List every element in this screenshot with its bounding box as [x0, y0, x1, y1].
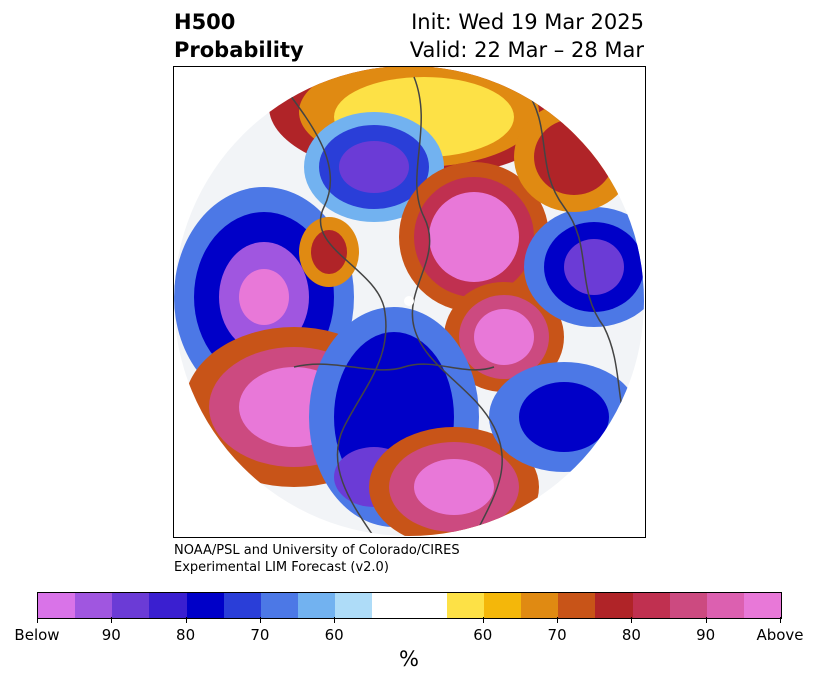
colorbar	[37, 592, 782, 619]
colorbar-tick	[705, 617, 707, 623]
colorbar-segment	[38, 593, 76, 618]
colorbar-tick	[37, 617, 38, 623]
colorbar-tick	[185, 617, 187, 623]
map-title: H500 Probability	[174, 8, 304, 64]
colorbar-tick-label: 70	[547, 626, 567, 644]
colorbar-tick	[334, 617, 336, 623]
probability-map-svg	[174, 67, 644, 536]
colorbar-tick-label: 80	[621, 626, 641, 644]
colorbar-segment	[483, 593, 522, 618]
north-pole-marker	[404, 296, 414, 306]
colorbar-tick-label: 70	[250, 626, 270, 644]
colorbar-segment	[149, 593, 187, 618]
colorbar-segment	[112, 593, 150, 618]
colorbar-segment	[186, 593, 224, 618]
valid-dates: Valid: 22 Mar – 28 Mar	[409, 38, 644, 62]
colorbar-tick	[111, 617, 113, 623]
colorbar-segment	[446, 593, 484, 618]
colorbar-tick-label: Below	[14, 626, 60, 644]
colorbar-tick	[780, 617, 781, 623]
colorbar-segment	[409, 593, 447, 618]
colorbar-tick-label: 90	[101, 626, 121, 644]
colorbar-segment	[521, 593, 559, 618]
colorbar-tick	[482, 617, 484, 623]
colorbar-segment	[298, 593, 336, 618]
forecast-dates: Init: Wed 19 Mar 2025 Valid: 22 Mar – 28…	[410, 8, 644, 64]
colorbar-segment	[706, 593, 744, 618]
colorbar-tick-label: 60	[324, 626, 344, 644]
credit: NOAA/PSL and University of Colorado/CIRE…	[174, 542, 460, 576]
colorbar-tick-label: 90	[696, 626, 716, 644]
credit-line2: Experimental LIM Forecast (v2.0)	[174, 560, 389, 575]
colorbar-tick	[557, 617, 559, 623]
colorbar-segment	[75, 593, 113, 618]
title-line2: Probability	[174, 38, 304, 62]
init-date: Init: Wed 19 Mar 2025	[411, 10, 644, 34]
colorbar-segment	[595, 593, 633, 618]
colorbar-tick	[631, 617, 633, 623]
colorbar-tick-label: 80	[176, 626, 196, 644]
colorbar-segment	[335, 593, 373, 618]
colorbar-segment	[669, 593, 707, 618]
title-line1: H500	[174, 10, 236, 34]
colorbar-segment	[558, 593, 596, 618]
colorbar-segment	[632, 593, 670, 618]
colorbar-tick	[259, 617, 261, 623]
colorbar-tick-label: 60	[473, 626, 493, 644]
credit-line1: NOAA/PSL and University of Colorado/CIRE…	[174, 543, 460, 558]
colorbar-segment	[260, 593, 299, 618]
colorbar-segment	[372, 593, 410, 618]
polar-map	[173, 66, 646, 538]
colorbar-segment	[223, 593, 261, 618]
coastlines	[283, 76, 635, 536]
colorbar-segment	[743, 593, 782, 618]
colorbar-tick-label: Above	[756, 626, 804, 644]
colorbar-unit: %	[399, 647, 419, 671]
